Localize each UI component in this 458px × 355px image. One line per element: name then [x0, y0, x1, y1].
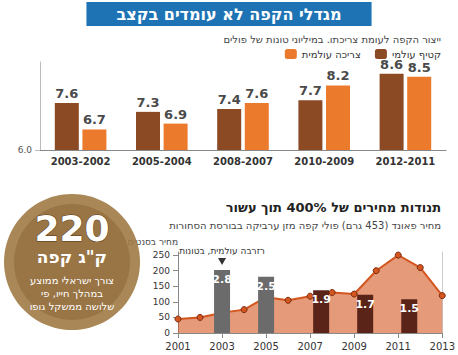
svg-text:1.7: 1.7 [355, 298, 375, 311]
svg-text:2003: 2003 [209, 341, 234, 352]
svg-text:מחיר פאונד (453 גרם) פולי קפה: מחיר פאונד (453 גרם) פולי קפה מזן ערביקה… [169, 220, 441, 231]
svg-text:200: 200 [153, 266, 170, 276]
svg-text:7.6: 7.6 [245, 86, 268, 101]
svg-text:50: 50 [159, 312, 171, 322]
svg-text:6.7: 6.7 [83, 112, 106, 127]
svg-text:שלושה ממשקל גופו: שלושה ממשקל גופו [30, 301, 115, 312]
svg-text:2005-2004: 2005-2004 [132, 156, 192, 167]
svg-text:2.5: 2.5 [256, 280, 276, 293]
svg-text:6.9: 6.9 [164, 107, 187, 122]
svg-text:8.2: 8.2 [326, 68, 349, 83]
svg-text:1.9: 1.9 [311, 293, 331, 306]
svg-text:צריכה עולמית: צריכה עולמית [302, 49, 361, 60]
svg-text:2001: 2001 [165, 341, 190, 352]
svg-text:2003-2002: 2003-2002 [51, 156, 111, 167]
svg-text:6.0: 6.0 [18, 145, 33, 155]
svg-text:צורך ישראלי ממוצע: צורך ישראלי ממוצע [30, 275, 114, 286]
svg-text:מגדלי הקפה לא עומדים בקצב: מגדלי הקפה לא עומדים בקצב [116, 5, 341, 24]
svg-text:קטיף עולמי: קטיף עולמי [392, 49, 441, 60]
svg-text:2.8: 2.8 [212, 273, 232, 286]
svg-text:250: 250 [153, 250, 170, 260]
svg-text:220: 220 [34, 208, 109, 249]
svg-text:7.4: 7.4 [218, 92, 241, 107]
svg-text:7.6: 7.6 [55, 86, 78, 101]
svg-text:2011: 2011 [386, 341, 411, 352]
svg-text:150: 150 [153, 281, 170, 291]
svg-text:7.7: 7.7 [299, 83, 322, 98]
svg-text:2007: 2007 [297, 341, 322, 352]
svg-text:רזרבה עולמית, בטונות: רזרבה עולמית, בטונות [179, 246, 265, 256]
svg-text:2013: 2013 [430, 341, 455, 352]
svg-text:1.5: 1.5 [399, 302, 419, 315]
svg-text:תנודות מחירים של 400% תוך עשור: תנודות מחירים של 400% תוך עשור [226, 200, 441, 215]
svg-text:8.5: 8.5 [408, 60, 431, 75]
svg-text:2009: 2009 [341, 341, 366, 352]
svg-text:במהלך חייו, פי: במהלך חייו, פי [41, 288, 103, 299]
svg-text:2005: 2005 [253, 341, 278, 352]
svg-text:100: 100 [153, 297, 170, 307]
svg-text:2010-2009: 2010-2009 [294, 156, 354, 167]
svg-text:2008-2007: 2008-2007 [213, 156, 273, 167]
svg-text:מחיר בסנטים: מחיר בסנטים [127, 236, 178, 247]
svg-text:2012-2011: 2012-2011 [375, 156, 435, 167]
svg-text:ק"ג קפה: ק"ג קפה [37, 247, 107, 267]
svg-text:ייצור הקפה לעומת צריכתו. במילי: ייצור הקפה לעומת צריכתו. במיליוני טונות … [223, 34, 441, 45]
svg-text:0: 0 [164, 328, 170, 338]
svg-text:8.6: 8.6 [380, 56, 404, 72]
svg-text:7.3: 7.3 [136, 95, 159, 110]
